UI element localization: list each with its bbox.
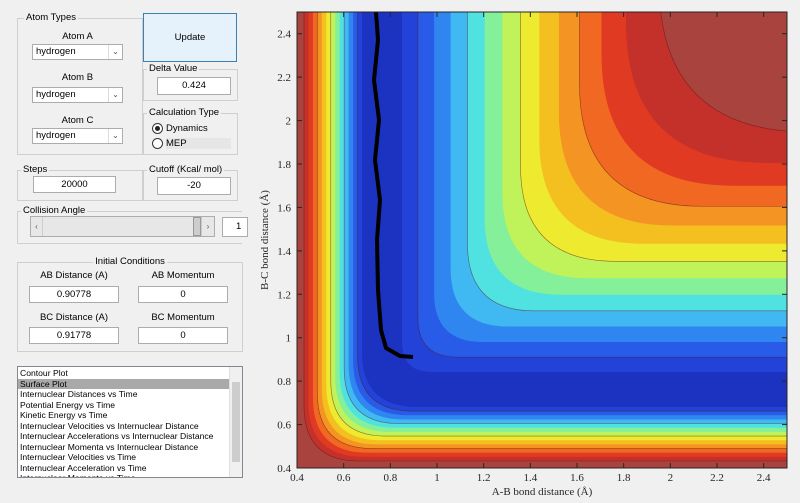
field-input[interactable]: 0.91778 <box>29 327 119 344</box>
y-tick-label: 0.8 <box>277 376 291 388</box>
y-tick-label: 1.6 <box>277 202 291 214</box>
cutoff-group: Cutoff (Kcal/ mol) <box>143 164 238 201</box>
y-axis-label: B-C bond distance (Å) <box>259 190 271 290</box>
select-value: hydrogen <box>36 130 76 141</box>
y-tick-label: 1.2 <box>277 289 291 301</box>
potential-surface <box>297 12 787 468</box>
group-title: Collision Angle <box>21 205 88 216</box>
x-axis-label: A-B bond distance (Å) <box>492 486 593 498</box>
scroll-thumb[interactable] <box>232 382 240 462</box>
atom-label: Atom A <box>62 31 93 42</box>
angle-input[interactable]: 1 <box>222 217 248 237</box>
list-item[interactable]: Potential Energy vs Time <box>20 399 116 410</box>
initial-conditions-group: Initial Conditions <box>17 256 243 352</box>
radio-dot <box>155 126 160 131</box>
delta-value-group: Delta Value <box>143 63 238 101</box>
x-tick-label: 2 <box>668 472 674 484</box>
axes-box <box>296 11 788 469</box>
radio-label: MEP <box>166 138 231 149</box>
radio-label: Dynamics <box>166 123 208 134</box>
update-button[interactable]: Update <box>143 13 237 62</box>
list-item[interactable]: Internuclear Velocities vs Internuclear … <box>20 420 199 431</box>
group-title: Calculation Type <box>147 107 222 118</box>
atom-label: Atom C <box>61 115 94 126</box>
x-tick-label: 0.8 <box>383 472 397 484</box>
collision-angle-group: Collision Angle <box>17 205 242 244</box>
field-input[interactable]: 0 <box>138 286 228 303</box>
x-tick-label: 0.6 <box>337 472 351 484</box>
y-tick-label: 0.6 <box>277 420 291 432</box>
list-item[interactable]: Kinetic Energy vs Time <box>20 410 108 420</box>
x-tick-label: 1.2 <box>477 472 491 484</box>
atom-label: Atom B <box>61 72 94 83</box>
list-item[interactable]: Contour Plot <box>20 368 68 378</box>
list-item[interactable]: Internuclear Distances vs Time <box>20 389 138 399</box>
atom-select[interactable]: hydrogen ⌄ <box>32 128 123 144</box>
contour-band <box>348 12 787 420</box>
y-tick-label: 1.4 <box>277 246 291 258</box>
list-item[interactable]: Internuclear Velocities vs Time <box>20 452 137 462</box>
group-title: Initial Conditions <box>93 256 167 267</box>
field-label: AB Momentum <box>151 270 215 281</box>
trajectory <box>372 12 414 359</box>
select-value: hydrogen <box>36 46 76 57</box>
list-item[interactable]: Surface Plot <box>18 378 229 389</box>
x-tick-label: 2.2 <box>710 472 724 484</box>
select-value: hydrogen <box>36 89 76 100</box>
group-title: Atom Types <box>24 12 78 23</box>
list-item[interactable]: Internuclear Momenta vs Internuclear Dis… <box>20 441 199 452</box>
y-tick-label: 2.4 <box>277 29 291 41</box>
field-label: AB Distance (A) <box>40 270 108 281</box>
y-tick-label: 1 <box>286 333 292 345</box>
calculation-type-group: Calculation Type <box>143 107 238 155</box>
angle-slider[interactable]: ‹ › <box>30 216 215 237</box>
cutoff-input[interactable]: -20 <box>157 177 231 195</box>
list-item[interactable]: Internuclear Acceleration vs Time <box>20 462 147 473</box>
x-tick-label: 1 <box>434 472 440 484</box>
steps-group: Steps <box>17 164 143 201</box>
scrollbar[interactable] <box>229 367 242 477</box>
field-input[interactable]: 0 <box>138 327 228 344</box>
list-item[interactable]: Internuclear Momenta vs Time <box>20 473 136 478</box>
atom-select[interactable]: hydrogen ⌄ <box>32 44 123 60</box>
steps-input[interactable]: 20000 <box>33 176 116 193</box>
group-title: Steps <box>21 164 50 175</box>
field-label: BC Distance (A) <box>39 312 109 323</box>
x-tick-label: 1.6 <box>570 472 584 484</box>
radio-button[interactable] <box>152 123 163 134</box>
x-tick-label: 0.4 <box>290 472 304 484</box>
contour-band <box>362 12 787 407</box>
atom-types-group: Atom Types <box>17 12 143 155</box>
field-input[interactable]: 0.90778 <box>29 286 119 303</box>
atom-select[interactable]: hydrogen ⌄ <box>32 87 123 103</box>
delta-value-input[interactable]: 0.424 <box>157 77 231 95</box>
x-tick-label: 1.8 <box>617 472 631 484</box>
radio-button[interactable] <box>152 138 163 149</box>
group-title: Delta Value <box>147 63 200 74</box>
y-tick-label: 2.2 <box>277 72 291 84</box>
y-tick-label: 2 <box>286 116 292 128</box>
slider-thumb[interactable] <box>193 217 201 236</box>
x-tick-label: 2.4 <box>757 472 771 484</box>
y-tick-label: 1.8 <box>277 159 291 171</box>
field-label: BC Momentum <box>151 312 215 323</box>
plot-listbox[interactable]: Contour Plot Surface Plot Internuclear Dis… <box>17 366 243 478</box>
y-tick-label: 0.4 <box>277 463 291 475</box>
x-tick-label: 1.4 <box>523 472 537 484</box>
group-title: Cutoff (Kcal/ mol) <box>147 164 225 175</box>
list-item[interactable]: Internuclear Accelerations vs Internucle… <box>20 431 214 441</box>
